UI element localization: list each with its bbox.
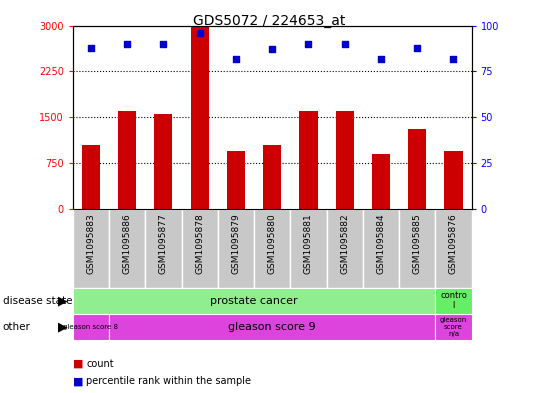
Bar bbox=[109, 209, 146, 288]
Text: GSM1095883: GSM1095883 bbox=[86, 213, 95, 274]
Bar bbox=[154, 114, 172, 209]
Bar bbox=[363, 209, 399, 288]
Text: percentile rank within the sample: percentile rank within the sample bbox=[86, 376, 251, 386]
Bar bbox=[299, 111, 317, 209]
Text: count: count bbox=[86, 358, 114, 369]
Point bbox=[413, 44, 421, 51]
Bar bbox=[445, 151, 462, 209]
Bar bbox=[182, 209, 218, 288]
Point bbox=[377, 55, 385, 62]
Point bbox=[87, 44, 95, 51]
Bar bbox=[82, 145, 100, 209]
Text: contro
l: contro l bbox=[440, 291, 467, 310]
Text: GSM1095876: GSM1095876 bbox=[449, 213, 458, 274]
Point bbox=[449, 55, 458, 62]
Text: GDS5072 / 224653_at: GDS5072 / 224653_at bbox=[194, 14, 345, 28]
Text: GSM1095881: GSM1095881 bbox=[304, 213, 313, 274]
Text: ▶: ▶ bbox=[58, 320, 68, 333]
Text: GSM1095885: GSM1095885 bbox=[413, 213, 421, 274]
Bar bbox=[254, 209, 291, 288]
Bar bbox=[372, 154, 390, 209]
Point bbox=[341, 41, 349, 47]
Point bbox=[123, 41, 132, 47]
Bar bbox=[399, 209, 436, 288]
Text: gleason score 8: gleason score 8 bbox=[64, 324, 119, 330]
Text: GSM1095880: GSM1095880 bbox=[268, 213, 277, 274]
Bar bbox=[336, 111, 354, 209]
Text: GSM1095877: GSM1095877 bbox=[159, 213, 168, 274]
Bar bbox=[73, 209, 109, 288]
Point bbox=[195, 30, 204, 36]
Text: gleason score 9: gleason score 9 bbox=[229, 322, 316, 332]
Text: GSM1095878: GSM1095878 bbox=[195, 213, 204, 274]
Text: other: other bbox=[3, 322, 31, 332]
Bar bbox=[118, 111, 136, 209]
Text: disease state: disease state bbox=[3, 296, 72, 306]
Text: ■: ■ bbox=[73, 376, 83, 386]
Bar bbox=[263, 145, 281, 209]
Bar bbox=[109, 314, 436, 340]
Bar bbox=[146, 209, 182, 288]
Bar bbox=[436, 209, 472, 288]
Bar bbox=[327, 209, 363, 288]
Point bbox=[268, 46, 277, 53]
Point bbox=[159, 41, 168, 47]
Text: ■: ■ bbox=[73, 358, 83, 369]
Text: GSM1095884: GSM1095884 bbox=[376, 213, 385, 274]
Text: ▶: ▶ bbox=[58, 294, 68, 307]
Bar bbox=[73, 314, 109, 340]
Bar bbox=[408, 129, 426, 209]
Text: GSM1095879: GSM1095879 bbox=[231, 213, 240, 274]
Bar bbox=[227, 151, 245, 209]
Point bbox=[232, 55, 240, 62]
Point bbox=[304, 41, 313, 47]
Bar bbox=[436, 288, 472, 314]
Bar bbox=[291, 209, 327, 288]
Text: prostate cancer: prostate cancer bbox=[210, 296, 298, 306]
Bar bbox=[191, 26, 209, 209]
Bar bbox=[436, 314, 472, 340]
Text: GSM1095882: GSM1095882 bbox=[340, 213, 349, 274]
Text: GSM1095886: GSM1095886 bbox=[123, 213, 132, 274]
Text: gleason
score
n/a: gleason score n/a bbox=[440, 317, 467, 337]
Bar bbox=[218, 209, 254, 288]
